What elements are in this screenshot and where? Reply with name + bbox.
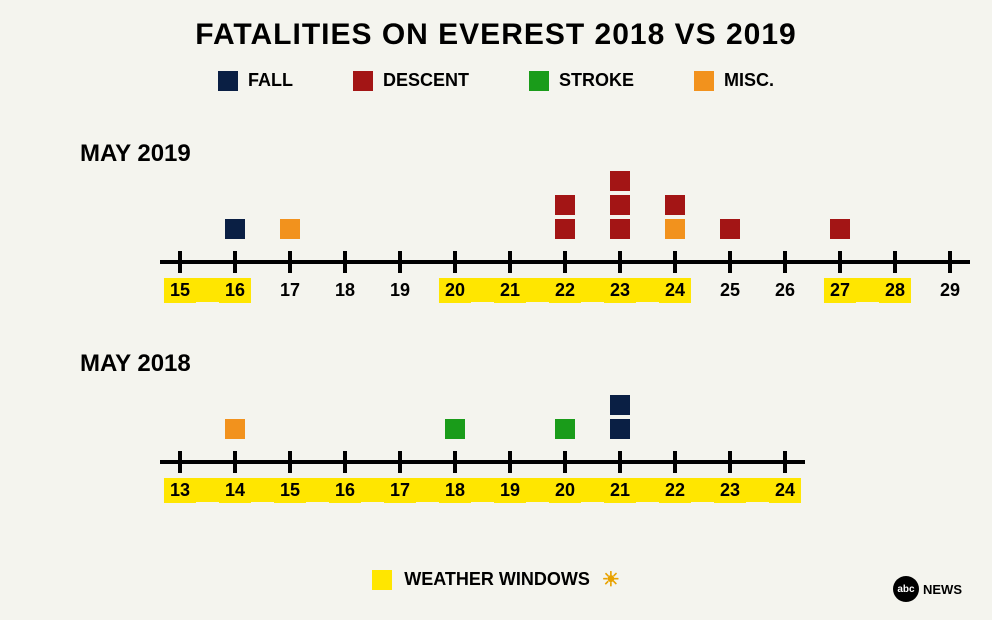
fatality-marker-descent — [665, 195, 685, 215]
tick-label: 27 — [824, 278, 856, 303]
legend-item-fall: FALL — [218, 70, 293, 91]
fatality-marker-fall — [225, 219, 245, 239]
tick-label: 28 — [879, 278, 911, 303]
section-label: MAY 2018 — [80, 350, 191, 378]
tick-label: 18 — [329, 278, 361, 303]
misc-swatch — [694, 71, 714, 91]
abc-news-logo: abc NEWS — [893, 576, 962, 602]
legend-item-misc: MISC. — [694, 70, 774, 91]
legend-label: MISC. — [724, 70, 774, 91]
tick-label: 21 — [494, 278, 526, 303]
axis-tick — [948, 251, 952, 273]
tick-label: 29 — [934, 278, 966, 303]
fatality-marker-descent — [555, 195, 575, 215]
tick-label: 24 — [769, 478, 801, 503]
fatality-marker-descent — [610, 195, 630, 215]
axis-tick — [233, 251, 237, 273]
legend: FALL DESCENT STROKE MISC. — [0, 70, 992, 91]
axis-tick — [288, 251, 292, 273]
tick-label: 22 — [659, 478, 691, 503]
tick-label: 26 — [769, 278, 801, 303]
axis-tick — [178, 451, 182, 473]
axis-tick — [233, 451, 237, 473]
axis-tick — [783, 251, 787, 273]
section-label: MAY 2019 — [80, 140, 191, 168]
fatality-marker-descent — [830, 219, 850, 239]
axis-tick — [563, 451, 567, 473]
axis-tick — [508, 251, 512, 273]
axis-tick — [453, 251, 457, 273]
tick-label: 20 — [439, 278, 471, 303]
tick-label: 16 — [329, 478, 361, 503]
footer-label: WEATHER WINDOWS — [404, 569, 590, 590]
fatality-marker-misc — [225, 419, 245, 439]
fatality-marker-fall — [610, 419, 630, 439]
axis-tick — [453, 451, 457, 473]
tick-label: 19 — [384, 278, 416, 303]
weather-window-swatch — [372, 570, 392, 590]
axis-tick — [618, 251, 622, 273]
axis-tick — [673, 451, 677, 473]
legend-label: FALL — [248, 70, 293, 91]
legend-label: STROKE — [559, 70, 634, 91]
fall-swatch — [218, 71, 238, 91]
tick-label: 17 — [274, 278, 306, 303]
legend-item-descent: DESCENT — [353, 70, 469, 91]
axis-line — [160, 460, 805, 464]
tick-label: 22 — [549, 278, 581, 303]
chart-title: FATALITIES ON EVEREST 2018 VS 2019 — [0, 0, 992, 52]
axis-tick — [398, 251, 402, 273]
axis-tick — [673, 251, 677, 273]
fatality-marker-misc — [280, 219, 300, 239]
axis-tick — [783, 451, 787, 473]
fatality-marker-misc — [665, 219, 685, 239]
footer-legend: WEATHER WINDOWS ☀ — [0, 567, 992, 592]
tick-label: 20 — [549, 478, 581, 503]
fatality-marker-fall — [610, 395, 630, 415]
tick-label: 14 — [219, 478, 251, 503]
axis-tick — [398, 451, 402, 473]
tick-label: 23 — [714, 478, 746, 503]
tick-label: 13 — [164, 478, 196, 503]
descent-swatch — [353, 71, 373, 91]
axis-tick — [728, 451, 732, 473]
tick-label: 19 — [494, 478, 526, 503]
axis-tick — [178, 251, 182, 273]
sun-icon: ☀ — [602, 567, 620, 592]
logo-text: NEWS — [923, 582, 962, 597]
legend-item-stroke: STROKE — [529, 70, 634, 91]
axis-tick — [893, 251, 897, 273]
legend-label: DESCENT — [383, 70, 469, 91]
tick-label: 16 — [219, 278, 251, 303]
axis-tick — [838, 251, 842, 273]
tick-label: 18 — [439, 478, 471, 503]
axis-tick — [563, 251, 567, 273]
tick-label: 15 — [274, 478, 306, 503]
fatality-marker-stroke — [555, 419, 575, 439]
tick-label: 23 — [604, 278, 636, 303]
axis-tick — [728, 251, 732, 273]
axis-tick — [508, 451, 512, 473]
axis-tick — [288, 451, 292, 473]
fatality-marker-descent — [720, 219, 740, 239]
timeline: 13 14 15 16 17 18 19 20 21 22 23 24 — [160, 460, 832, 520]
axis-tick — [343, 451, 347, 473]
logo-circle: abc — [893, 576, 919, 602]
tick-label: 24 — [659, 278, 691, 303]
weather-window-band — [166, 478, 799, 502]
tick-label: 21 — [604, 478, 636, 503]
fatality-marker-descent — [610, 219, 630, 239]
axis-tick — [343, 251, 347, 273]
tick-label: 15 — [164, 278, 196, 303]
timeline: 151617181920212223242526272829 — [160, 260, 832, 320]
fatality-marker-descent — [610, 171, 630, 191]
tick-label: 17 — [384, 478, 416, 503]
axis-tick — [618, 451, 622, 473]
stroke-swatch — [529, 71, 549, 91]
fatality-marker-stroke — [445, 419, 465, 439]
tick-label: 25 — [714, 278, 746, 303]
fatality-marker-descent — [555, 219, 575, 239]
